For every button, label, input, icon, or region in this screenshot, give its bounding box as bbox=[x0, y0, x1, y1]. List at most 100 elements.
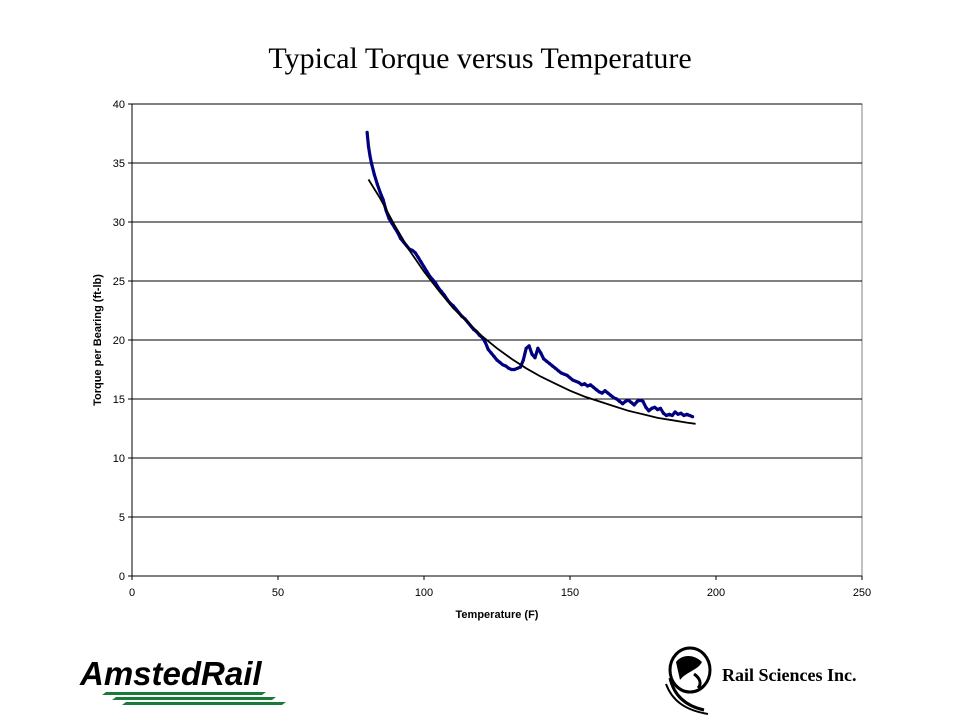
data-point bbox=[568, 376, 572, 380]
data-point bbox=[591, 385, 596, 389]
x-tick-label: 150 bbox=[561, 587, 579, 599]
data-point bbox=[585, 384, 590, 388]
data-point bbox=[583, 382, 587, 386]
data-point bbox=[609, 393, 613, 398]
amstedrail-logo: AmstedRail bbox=[79, 655, 286, 705]
x-tick-label: 200 bbox=[707, 587, 725, 599]
data-point bbox=[545, 359, 549, 363]
data-point bbox=[679, 411, 683, 415]
data-point bbox=[542, 357, 546, 361]
data-point bbox=[661, 411, 666, 415]
data-point bbox=[650, 406, 654, 410]
data-point bbox=[366, 144, 371, 149]
data-series bbox=[365, 130, 696, 425]
data-point bbox=[606, 391, 610, 395]
data-point bbox=[638, 398, 642, 402]
data-point bbox=[504, 364, 508, 368]
data-point bbox=[559, 371, 563, 375]
data-point bbox=[641, 399, 645, 403]
torque-temperature-chart: 0 5 10 15 20 25 30 35 40 0 50 100 150 200 250 Temperat… bbox=[92, 99, 871, 621]
data-point bbox=[612, 396, 616, 400]
data-point bbox=[691, 415, 695, 419]
axes bbox=[128, 103, 863, 580]
rail-sciences-label: Rail Sciences Inc. bbox=[722, 665, 857, 685]
y-tick-label: 35 bbox=[113, 158, 125, 170]
x-axis-title: Temperature (F) bbox=[456, 609, 539, 621]
data-point bbox=[553, 366, 558, 370]
data-point bbox=[685, 412, 689, 416]
y-tick-label: 5 bbox=[119, 512, 125, 524]
y-tick-label: 30 bbox=[113, 217, 125, 229]
data-point bbox=[600, 391, 604, 395]
data-point bbox=[381, 198, 385, 202]
data-point bbox=[682, 413, 686, 418]
slide-title: Typical Torque versus Temperature bbox=[268, 42, 692, 75]
gridlines bbox=[132, 103, 862, 518]
data-point bbox=[365, 130, 369, 134]
y-tick-label: 0 bbox=[119, 571, 125, 583]
amstedrail-wordmark: AmstedRail bbox=[79, 655, 262, 692]
data-point bbox=[501, 363, 505, 367]
tick-labels: 0 5 10 15 20 25 30 35 40 0 50 100 150 200 250 bbox=[113, 99, 871, 599]
data-point bbox=[670, 413, 674, 418]
data-point bbox=[647, 409, 651, 413]
data-point bbox=[562, 372, 566, 376]
data-point bbox=[618, 399, 622, 403]
data-point bbox=[688, 413, 692, 418]
data-point bbox=[676, 412, 680, 416]
data-point bbox=[422, 265, 426, 269]
speed-lines bbox=[102, 692, 286, 705]
data-point bbox=[530, 352, 534, 356]
data-point bbox=[550, 364, 555, 368]
data-point bbox=[667, 412, 671, 416]
y-axis-title: Torque per Bearing (ft-lb) bbox=[92, 274, 104, 406]
data-point bbox=[507, 366, 511, 370]
y-tick-label: 20 bbox=[113, 335, 125, 347]
data-point bbox=[594, 388, 598, 392]
y-tick-label: 15 bbox=[113, 394, 125, 406]
data-point bbox=[673, 410, 677, 414]
data-point bbox=[512, 367, 517, 372]
data-point bbox=[518, 365, 523, 369]
data-point bbox=[489, 351, 493, 355]
data-point bbox=[574, 379, 578, 383]
data-point bbox=[413, 251, 417, 255]
data-point bbox=[577, 380, 581, 385]
data-point bbox=[565, 373, 569, 377]
data-point bbox=[629, 400, 633, 405]
data-point bbox=[664, 413, 669, 418]
data-point bbox=[597, 390, 601, 394]
data-point bbox=[656, 408, 660, 412]
data-point bbox=[524, 346, 528, 350]
data-point bbox=[425, 270, 429, 274]
data-point bbox=[536, 346, 540, 350]
data-point bbox=[372, 173, 376, 177]
data-point bbox=[533, 356, 537, 360]
data-point bbox=[632, 403, 636, 407]
x-tick-label: 100 bbox=[415, 587, 433, 599]
data-point bbox=[375, 182, 379, 186]
data-point bbox=[644, 405, 648, 409]
data-point bbox=[483, 340, 487, 344]
data-point bbox=[658, 406, 663, 410]
data-point bbox=[588, 383, 593, 387]
data-point bbox=[580, 383, 584, 387]
data-point bbox=[419, 260, 423, 264]
data-point bbox=[635, 399, 639, 403]
data-point bbox=[621, 402, 625, 406]
data-point bbox=[378, 190, 382, 195]
data-point bbox=[369, 161, 373, 165]
data-point bbox=[653, 405, 657, 409]
data-point bbox=[615, 397, 619, 401]
data-point bbox=[539, 351, 543, 355]
x-tick-label: 0 bbox=[129, 587, 135, 599]
globe-rail-icon bbox=[665, 646, 712, 715]
data-point bbox=[492, 354, 496, 359]
x-tick-label: 250 bbox=[853, 587, 871, 599]
data-point bbox=[498, 360, 502, 364]
x-tick-label: 50 bbox=[272, 587, 284, 599]
data-point bbox=[527, 344, 531, 348]
data-point bbox=[495, 358, 499, 362]
data-point bbox=[515, 366, 520, 370]
data-point bbox=[510, 367, 514, 372]
